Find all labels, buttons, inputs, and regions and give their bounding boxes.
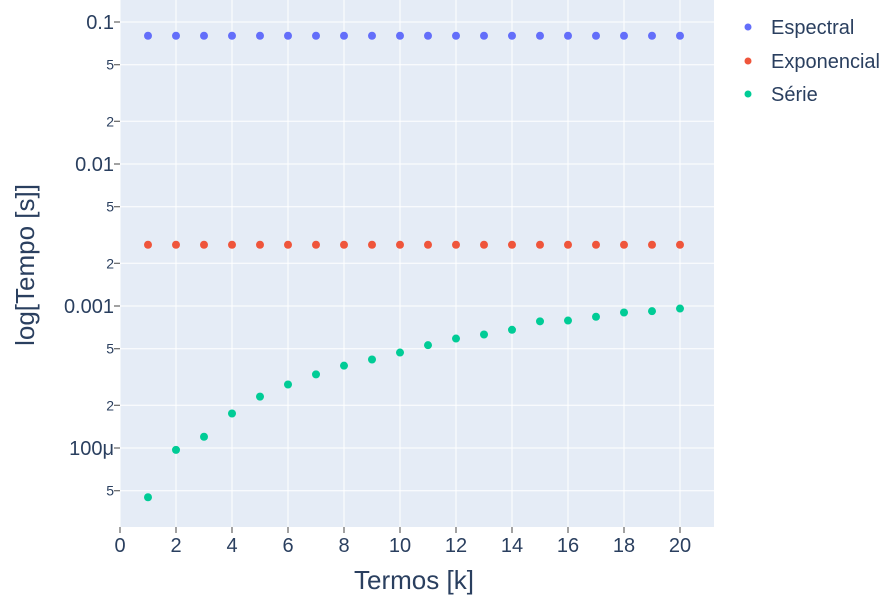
x-tick-label: 8 — [338, 535, 349, 557]
point-espectral[interactable] — [564, 31, 572, 40]
point-serie[interactable] — [620, 308, 628, 317]
y-tick-label-minor: 2 — [106, 255, 114, 271]
x-axis-title: Termos [k] — [354, 565, 474, 595]
x-tick-label: 6 — [282, 535, 293, 557]
point-espectral[interactable] — [676, 31, 684, 40]
point-serie[interactable] — [592, 312, 600, 321]
point-espectral[interactable] — [368, 31, 376, 40]
point-exponencial[interactable] — [284, 240, 292, 249]
point-serie[interactable] — [508, 325, 516, 334]
point-exponencial[interactable] — [508, 240, 516, 249]
y-tick-label-minor: 5 — [106, 57, 114, 73]
point-espectral[interactable] — [536, 31, 544, 40]
y-tick-label-major: 100μ — [69, 438, 114, 460]
point-espectral[interactable] — [424, 31, 432, 40]
y-tick-label-minor: 5 — [106, 341, 114, 357]
point-exponencial[interactable] — [676, 240, 684, 249]
point-espectral[interactable] — [480, 31, 488, 40]
data-points — [144, 31, 684, 502]
point-exponencial[interactable] — [144, 240, 152, 249]
y-axis-ticks: 5 2 5 2 5 2 5 100μ 0.001 0.01 0.1 — [64, 12, 120, 499]
point-espectral[interactable] — [228, 31, 236, 40]
point-exponencial[interactable] — [620, 240, 628, 249]
y-axis-title: log[Tempo [s]] — [10, 184, 40, 346]
point-serie[interactable] — [340, 361, 348, 370]
point-serie[interactable] — [424, 341, 432, 350]
y-tick-label-minor: 2 — [106, 113, 114, 129]
x-axis-ticks: 0 2 4 6 8 10 12 14 16 18 20 — [114, 527, 691, 557]
point-serie[interactable] — [480, 330, 488, 339]
point-serie[interactable] — [564, 316, 572, 325]
point-exponencial[interactable] — [536, 240, 544, 249]
point-exponencial[interactable] — [340, 240, 348, 249]
y-tick-label-minor: 5 — [106, 483, 114, 499]
x-tick-label: 2 — [170, 535, 181, 557]
point-serie[interactable] — [256, 392, 264, 401]
point-serie[interactable] — [396, 348, 404, 357]
point-serie[interactable] — [284, 380, 292, 389]
legend-label-serie: Série — [771, 84, 818, 106]
point-espectral[interactable] — [284, 31, 292, 40]
legend-item-espectral[interactable]: Espectral — [744, 17, 855, 39]
point-exponencial[interactable] — [256, 240, 264, 249]
legend-label-exponencial: Exponencial — [771, 51, 880, 73]
grid-lines — [119, 0, 714, 527]
point-exponencial[interactable] — [396, 240, 404, 249]
point-exponencial[interactable] — [564, 240, 572, 249]
point-serie[interactable] — [144, 493, 152, 502]
y-tick-label-minor: 5 — [106, 199, 114, 215]
point-espectral[interactable] — [172, 31, 180, 40]
legend-label-espectral: Espectral — [771, 17, 854, 39]
x-tick-label: 10 — [389, 535, 411, 557]
legend[interactable]: Espectral Exponencial Série — [744, 17, 880, 106]
point-serie[interactable] — [368, 355, 376, 364]
point-espectral[interactable] — [648, 31, 656, 40]
point-serie[interactable] — [536, 317, 544, 326]
point-espectral[interactable] — [144, 31, 152, 40]
point-exponencial[interactable] — [648, 240, 656, 249]
point-serie[interactable] — [228, 409, 236, 418]
point-serie[interactable] — [648, 307, 656, 316]
point-exponencial[interactable] — [368, 240, 376, 249]
point-exponencial[interactable] — [480, 240, 488, 249]
point-serie[interactable] — [312, 370, 320, 379]
y-tick-label-major: 0.01 — [75, 154, 114, 176]
y-tick-label-major: 0.001 — [64, 296, 114, 318]
x-tick-label: 14 — [501, 535, 523, 557]
point-exponencial[interactable] — [452, 240, 460, 249]
point-exponencial[interactable] — [200, 240, 208, 249]
point-exponencial[interactable] — [592, 240, 600, 249]
point-espectral[interactable] — [256, 31, 264, 40]
legend-marker-espectral — [744, 23, 752, 31]
legend-marker-exponencial — [744, 57, 752, 65]
point-exponencial[interactable] — [424, 240, 432, 249]
point-espectral[interactable] — [452, 31, 460, 40]
legend-marker-serie — [744, 90, 752, 98]
point-espectral[interactable] — [620, 31, 628, 40]
x-tick-label: 16 — [557, 535, 579, 557]
point-serie[interactable] — [452, 334, 460, 343]
x-tick-label: 20 — [669, 535, 691, 557]
y-tick-label-major: 0.1 — [86, 12, 114, 34]
point-exponencial[interactable] — [172, 240, 180, 249]
legend-item-exponencial[interactable]: Exponencial — [744, 51, 880, 73]
x-tick-label: 0 — [114, 535, 125, 557]
point-espectral[interactable] — [508, 31, 516, 40]
point-espectral[interactable] — [592, 31, 600, 40]
x-tick-label: 12 — [445, 535, 467, 557]
x-tick-label: 4 — [226, 535, 237, 557]
point-espectral[interactable] — [200, 31, 208, 40]
point-serie[interactable] — [676, 304, 684, 313]
point-espectral[interactable] — [396, 31, 404, 40]
point-serie[interactable] — [172, 445, 180, 454]
x-tick-label: 18 — [613, 535, 635, 557]
point-espectral[interactable] — [312, 31, 320, 40]
y-tick-label-minor: 2 — [106, 397, 114, 413]
point-serie[interactable] — [200, 432, 208, 441]
legend-item-serie[interactable]: Série — [744, 84, 818, 106]
point-exponencial[interactable] — [312, 240, 320, 249]
point-exponencial[interactable] — [228, 240, 236, 249]
point-espectral[interactable] — [340, 31, 348, 40]
